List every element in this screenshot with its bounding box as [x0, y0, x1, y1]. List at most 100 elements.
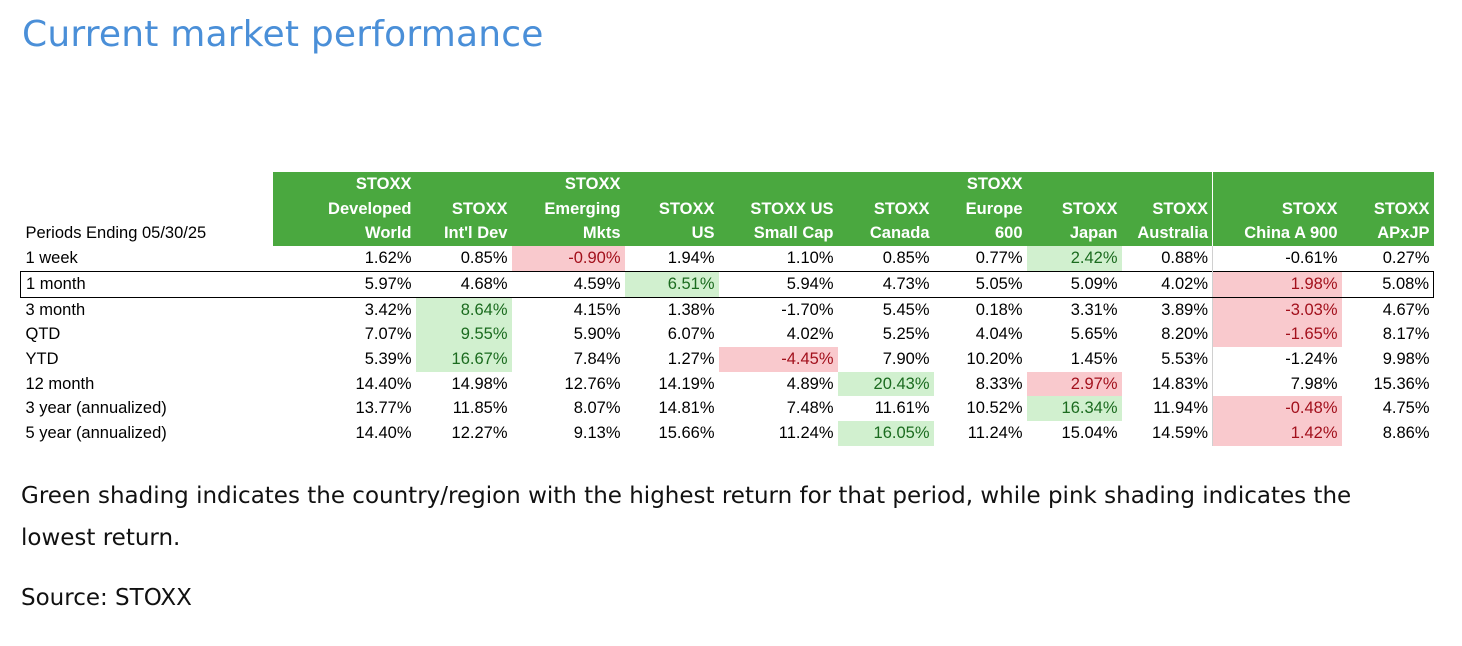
period-label: 3 year (annualized): [25, 399, 167, 418]
return-cell-highest: 16.34%: [1026, 396, 1122, 422]
source-line: Source: STOXX: [21, 585, 192, 611]
return-cell-highest: 8.64%: [415, 297, 512, 323]
column-header-line: STOXX: [272, 172, 416, 197]
column-header-line: APxJP: [1341, 221, 1434, 247]
return-cell: 15.04%: [1061, 424, 1118, 443]
return-cell-lowest: -0.48%: [1212, 396, 1342, 422]
column-header-line: [1212, 172, 1342, 197]
return-cell: 8.07%: [573, 399, 621, 418]
return-cell: 7.98%: [1212, 371, 1342, 397]
return-cell: 4.75%: [1382, 399, 1430, 418]
return-cell: 5.25%: [882, 325, 930, 344]
return-cell: 13.77%: [355, 399, 412, 418]
return-cell: 1.45%: [1070, 349, 1118, 368]
table-row: 12 month 14.40% 14.98% 12.76% 14.19% 4.89% 20.…: [21, 371, 1434, 397]
column-header-line: World: [272, 221, 416, 247]
column-header-line: Mkts: [511, 221, 625, 247]
header-row: Periods Ending 05/30/25 World Int'l Dev Mkt…: [20, 221, 1434, 247]
return-cell: 8.20%: [1161, 325, 1208, 344]
header-row: Developed STOXX Emerging STOXX STOXX US STOXX…: [20, 196, 1434, 222]
table-row: 5 year (annualized) 14.40% 12.27% 9.13% 15.6…: [21, 421, 1434, 446]
table-header: STOXX STOXX STOXX Developed STOXX Emerging STO…: [20, 172, 1434, 247]
column-header-line: Australia: [1121, 221, 1213, 247]
return-cell: 4.04%: [975, 325, 1023, 344]
column-header-line: [624, 172, 719, 197]
page-title: Current market performance: [22, 14, 544, 55]
return-cell: 1.94%: [667, 249, 715, 268]
period-header: Periods Ending 05/30/25: [20, 221, 273, 247]
column-header-line: STOXX: [1212, 196, 1342, 222]
return-cell: 0.27%: [1382, 249, 1430, 268]
column-header-line: STOXX: [511, 172, 625, 197]
column-header-line: STOXX US: [718, 196, 838, 222]
period-label: 1 month: [20, 270, 273, 298]
return-cell: -1.70%: [781, 300, 834, 319]
return-cell: 5.05%: [933, 270, 1027, 298]
return-cell: 4.02%: [1121, 270, 1213, 298]
return-cell: 8.17%: [1382, 325, 1430, 344]
return-cell-highest: 2.42%: [1026, 246, 1122, 272]
return-cell: 15.36%: [1373, 374, 1430, 393]
return-cell: 0.77%: [975, 249, 1023, 268]
column-header-line: [1026, 172, 1122, 197]
return-cell: 5.09%: [1026, 270, 1122, 298]
return-cell: 0.18%: [975, 300, 1023, 319]
return-cell: 5.39%: [364, 349, 412, 368]
return-cell: 1.62%: [364, 249, 412, 268]
period-label: 1 week: [25, 249, 78, 268]
return-cell-lowest: -3.03%: [1212, 297, 1342, 323]
return-cell: 5.53%: [1161, 349, 1208, 368]
return-cell-highest: 6.51%: [624, 270, 719, 298]
return-cell: 8.33%: [975, 374, 1023, 393]
return-cell: 4.15%: [573, 300, 621, 319]
return-cell-lowest: -0.90%: [511, 246, 625, 272]
return-cell: 4.68%: [415, 270, 512, 298]
table-row: 1 month 5.97% 4.68% 4.59% 6.51% 5.94% 4.73% 5.0…: [20, 270, 1434, 298]
column-header-line: STOXX: [1341, 196, 1434, 222]
return-cell: 7.90%: [882, 349, 930, 368]
return-cell: 5.90%: [573, 325, 621, 344]
return-cell: 7.07%: [364, 325, 412, 344]
column-header-line: Developed: [272, 196, 416, 222]
return-cell: 14.98%: [451, 374, 508, 393]
table-row: YTD 5.39% 16.67% 7.84% 1.27% -4.45% 7.90% 10.20…: [21, 346, 1434, 372]
return-cell: 5.08%: [1341, 270, 1434, 298]
column-header-line: STOXX: [624, 196, 719, 222]
return-cell: 0.85%: [882, 249, 930, 268]
column-header-line: [837, 172, 934, 197]
return-cell: 10.20%: [966, 349, 1023, 368]
return-cell: 7.84%: [573, 349, 621, 368]
column-header-line: STOXX: [415, 196, 512, 222]
return-cell: 12.27%: [451, 424, 508, 443]
table-row: QTD 7.07% 9.55% 5.90% 6.07% 4.02% 5.25% 4.04% 5.…: [21, 322, 1434, 347]
column-header-line: 600: [933, 221, 1027, 247]
column-header-line: [415, 172, 512, 197]
return-cell: -1.24%: [1212, 346, 1342, 372]
return-cell: 14.81%: [658, 399, 715, 418]
return-cell: 4.67%: [1382, 300, 1430, 319]
return-cell-lowest: 2.97%: [1026, 371, 1122, 397]
return-cell-highest: 16.67%: [415, 346, 512, 372]
table-row: 3 year (annualized) 13.77% 11.85% 8.07% 14.8…: [21, 396, 1434, 422]
table-row: 3 month 3.42% 8.64% 4.15% 1.38% -1.70% 5.45% 0.…: [21, 297, 1434, 323]
return-cell: 3.31%: [1070, 300, 1118, 319]
return-cell: 5.97%: [272, 270, 416, 298]
return-cell: 12.76%: [564, 374, 621, 393]
return-cell: 14.59%: [1152, 424, 1208, 443]
column-header-line: China A 900: [1212, 221, 1342, 247]
return-cell: 3.89%: [1161, 300, 1208, 319]
return-cell: 4.59%: [511, 270, 625, 298]
column-header-line: [718, 172, 838, 197]
period-label: 12 month: [25, 374, 95, 393]
column-header-line: Int'l Dev: [415, 221, 512, 247]
column-header-line: Europe: [933, 196, 1027, 222]
return-cell: 1.10%: [786, 249, 834, 268]
return-cell: 15.66%: [658, 424, 715, 443]
period-label: QTD: [25, 325, 61, 344]
return-cell-lowest: 1.42%: [1212, 421, 1342, 446]
return-cell: 1.38%: [667, 300, 715, 319]
return-cell: 0.88%: [1161, 249, 1208, 268]
return-cell: 11.61%: [874, 399, 930, 418]
column-header-line: Emerging: [511, 196, 625, 222]
return-cell: 9.13%: [573, 424, 621, 443]
